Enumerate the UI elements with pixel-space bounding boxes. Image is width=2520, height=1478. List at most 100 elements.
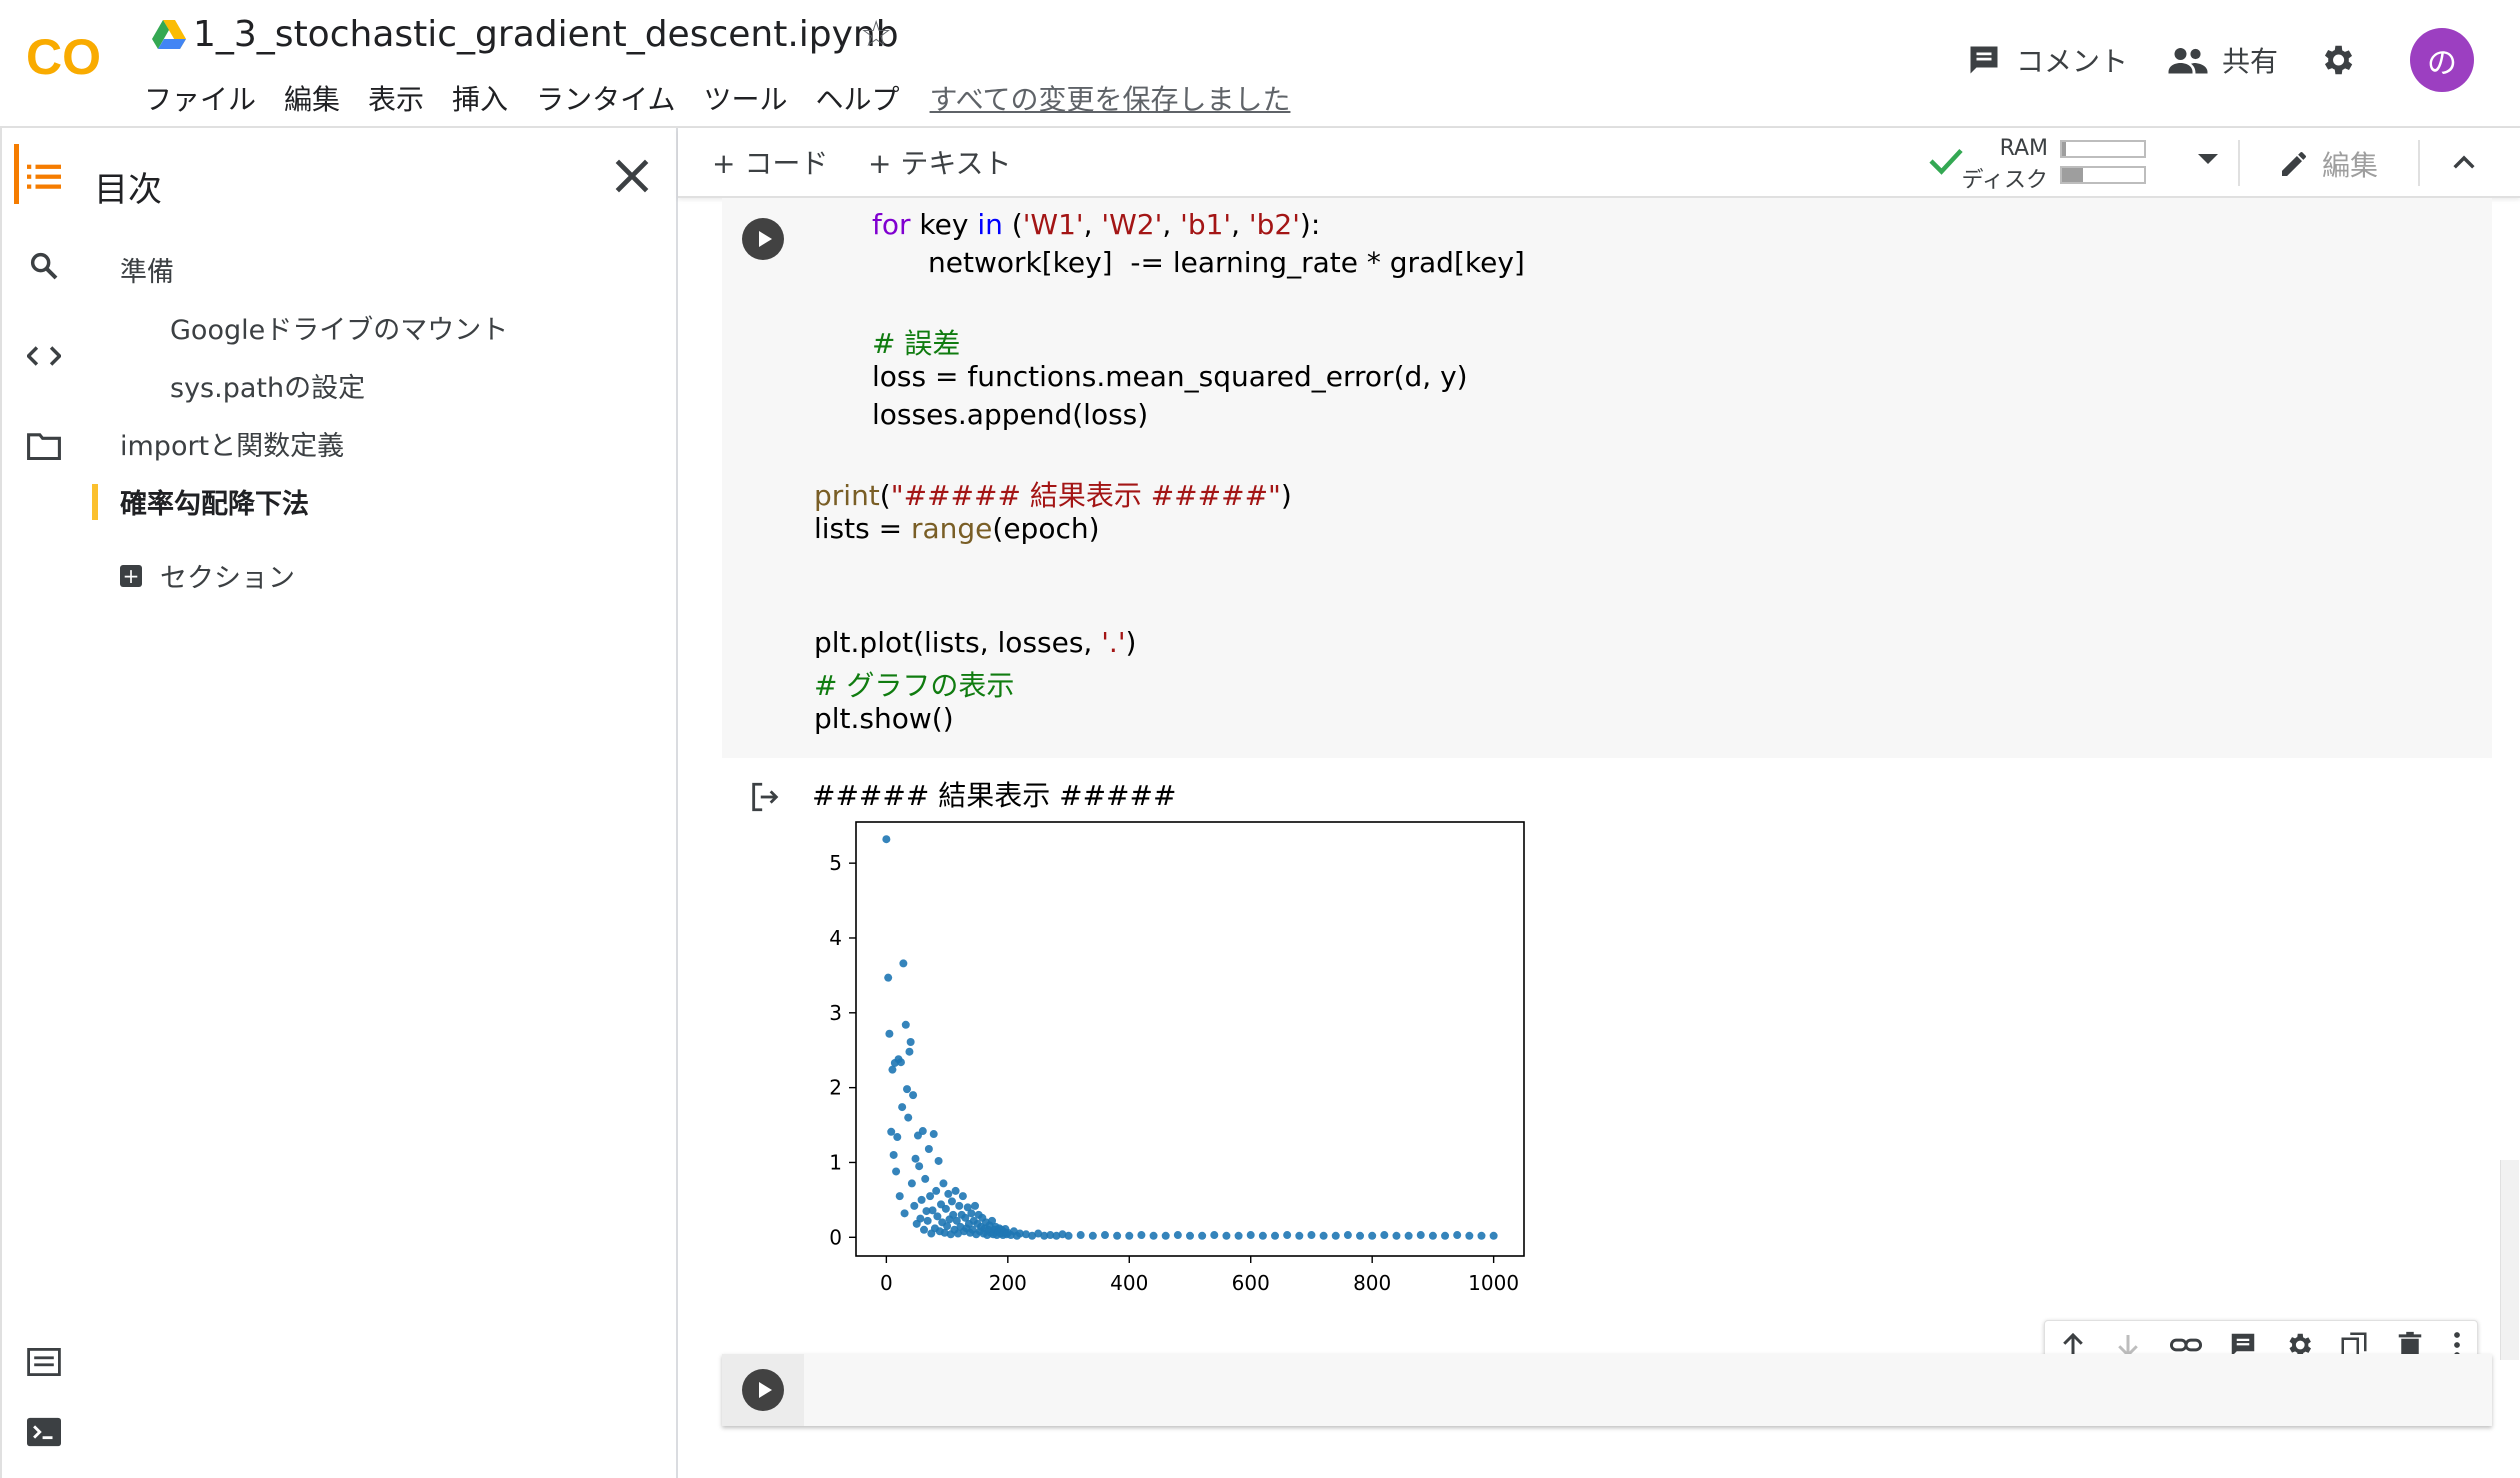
chevron-up-icon[interactable]: [2448, 146, 2480, 178]
toc-item-drive-mount[interactable]: Googleドライブのマウント: [170, 315, 509, 346]
move-up-icon[interactable]: [2058, 1330, 2088, 1360]
output-icon[interactable]: [748, 780, 782, 814]
data-point: [1477, 1231, 1486, 1240]
settings-button[interactable]: [2318, 41, 2370, 79]
command-palette-icon[interactable]: [24, 1342, 64, 1382]
gear-icon[interactable]: [2284, 1330, 2314, 1360]
data-point: [1022, 1230, 1031, 1239]
data-point: [1465, 1231, 1474, 1240]
link-icon[interactable]: [2169, 1330, 2203, 1360]
data-point: [923, 1216, 932, 1225]
data-point: [1295, 1231, 1304, 1240]
resource-meter[interactable]: RAM ディスク: [1962, 136, 2148, 193]
data-point: [1173, 1231, 1182, 1240]
share-label: 共有: [2221, 45, 2278, 78]
menu-edit[interactable]: 編集: [284, 83, 341, 116]
data-point: [949, 1210, 958, 1219]
data-point: [917, 1195, 926, 1204]
menu-insert[interactable]: 挿入: [452, 83, 509, 116]
data-point: [907, 1179, 916, 1188]
toc-item-import[interactable]: importと関数定義: [120, 431, 345, 462]
data-point: [1453, 1231, 1462, 1240]
chevron-down-icon[interactable]: [2198, 154, 2218, 164]
star-icon[interactable]: ☆: [860, 14, 893, 55]
run-cell-button[interactable]: [742, 1369, 784, 1411]
notebook-title[interactable]: 1_3_stochastic_gradient_descent.ipynb: [193, 14, 899, 55]
add-section-button[interactable]: + セクション: [120, 556, 295, 595]
data-point: [928, 1206, 937, 1215]
code-snippets-icon[interactable]: [24, 336, 64, 376]
data-point: [947, 1197, 956, 1206]
menu-tools[interactable]: ツール: [703, 83, 788, 116]
scrollbar[interactable]: [2500, 1160, 2519, 1360]
header-actions: コメント 共有 の: [1926, 28, 2474, 92]
comment-icon[interactable]: [2228, 1330, 2258, 1360]
data-point: [1113, 1231, 1122, 1240]
y-tick-label: 0: [829, 1225, 842, 1249]
share-button[interactable]: 共有: [2168, 40, 2278, 80]
disk-label: ディスク: [1961, 168, 2048, 193]
code-line: losses.append(loss): [872, 398, 1149, 431]
code-line: network[key] -= learning_rate * grad[key…: [928, 246, 1525, 279]
save-status-link[interactable]: すべての変更を保存しました: [929, 83, 1291, 116]
menu-help[interactable]: ヘルプ: [815, 83, 900, 116]
close-icon[interactable]: [610, 154, 654, 198]
check-icon: [1929, 148, 1963, 175]
data-point: [909, 1091, 918, 1100]
menu-runtime[interactable]: ランタイム: [536, 83, 676, 116]
add-text-button[interactable]: + テキスト: [868, 147, 1012, 180]
folder-icon[interactable]: [24, 426, 64, 466]
data-point: [895, 1192, 904, 1201]
data-point: [988, 1216, 997, 1225]
table-of-contents-panel: 目次 準備 Googleドライブのマウント sys.pathの設定 import…: [86, 128, 678, 1478]
user-avatar[interactable]: の: [2410, 28, 2474, 92]
data-point: [903, 1085, 912, 1094]
data-point: [1210, 1231, 1219, 1240]
toc-icon[interactable]: [24, 156, 64, 196]
data-point: [1246, 1231, 1255, 1240]
data-point: [920, 1225, 929, 1234]
data-point: [934, 1156, 943, 1165]
menu-bar: ファイル 編集 表示 挿入 ランタイム ツール ヘルプ すべての変更を保存しまし…: [144, 76, 1290, 120]
data-point: [904, 1113, 913, 1122]
code-line: loss = functions.mean_squared_error(d, y…: [872, 360, 1468, 393]
edit-button[interactable]: 編集: [2278, 144, 2378, 184]
x-tick-label: 400: [1110, 1271, 1148, 1295]
run-cell-button[interactable]: [742, 218, 784, 260]
data-point: [971, 1201, 980, 1210]
data-point: [952, 1216, 961, 1225]
data-point: [955, 1201, 964, 1210]
terminal-icon[interactable]: [24, 1412, 64, 1452]
empty-code-cell[interactable]: [722, 1354, 2492, 1426]
toc-item-sys-path[interactable]: sys.pathの設定: [170, 373, 366, 404]
colab-logo[interactable]: CO: [26, 28, 116, 84]
search-icon[interactable]: [24, 246, 64, 286]
code-cell[interactable]: for key in ('W1', 'W2', 'b1', 'b2'): net…: [722, 198, 2492, 758]
comment-button[interactable]: コメント: [1966, 40, 2128, 80]
data-point: [929, 1130, 938, 1139]
data-point: [1040, 1231, 1049, 1240]
code-line: for key in ('W1', 'W2', 'b1', 'b2'):: [872, 208, 1321, 241]
data-point: [941, 1204, 950, 1213]
menu-view[interactable]: 表示: [368, 83, 425, 116]
toc-item-sgd[interactable]: 確率勾配降下法: [120, 489, 309, 520]
add-code-button[interactable]: + コード: [712, 147, 829, 180]
people-icon: [2168, 48, 2208, 74]
data-point: [1034, 1229, 1043, 1238]
comment-label: コメント: [2015, 45, 2128, 78]
y-tick-label: 5: [829, 851, 842, 875]
code-line: plt.show(): [814, 702, 954, 735]
data-point: [1319, 1231, 1328, 1240]
gear-icon: [2324, 45, 2353, 75]
data-point: [911, 1154, 920, 1163]
x-tick-label: 200: [989, 1271, 1027, 1295]
data-point: [882, 835, 891, 844]
data-point: [1058, 1230, 1067, 1239]
y-tick-label: 1: [829, 1150, 842, 1174]
menu-file[interactable]: ファイル: [144, 83, 257, 116]
data-point: [933, 1212, 942, 1221]
data-point: [889, 1150, 898, 1159]
trash-icon[interactable]: [2395, 1330, 2425, 1360]
rail-active-indicator: [14, 144, 19, 204]
toc-item-preparation[interactable]: 準備: [120, 257, 174, 288]
